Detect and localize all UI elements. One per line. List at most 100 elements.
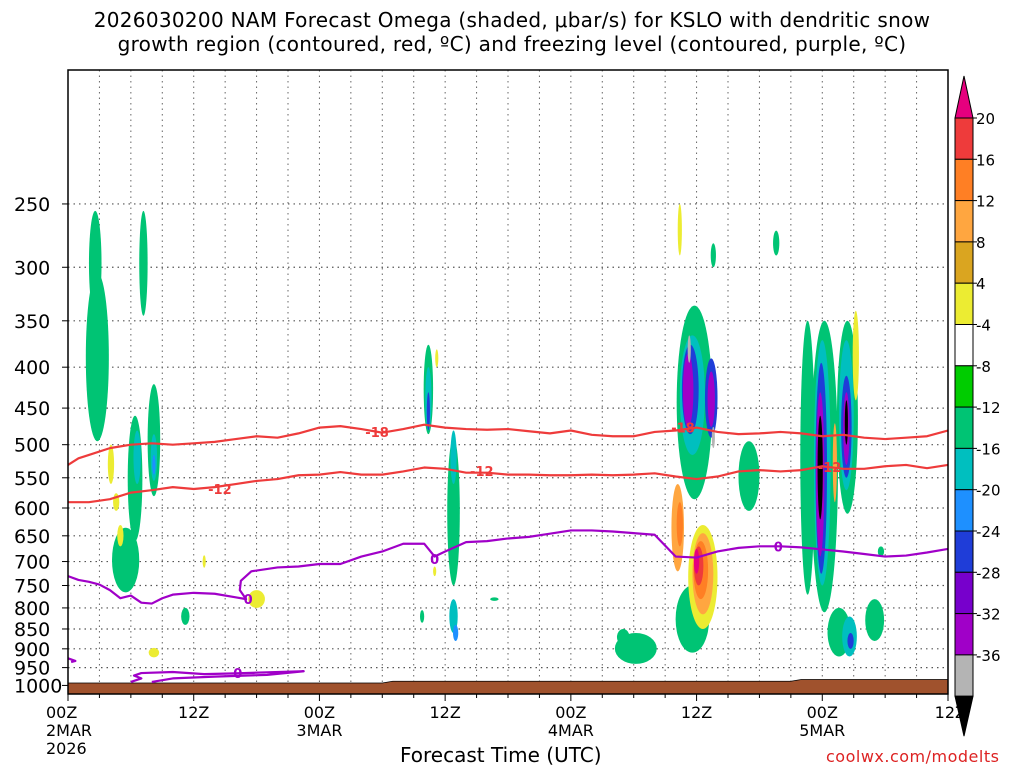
contour-label: 0 [244, 593, 253, 608]
y-tick-label: 800 [14, 598, 50, 620]
colorbar-label: 16 [976, 151, 995, 169]
y-tick-label: 250 [14, 194, 50, 216]
omega-cell [847, 633, 854, 649]
plot-background [68, 70, 948, 694]
colorbar-label: -16 [976, 440, 1001, 458]
colorbar-box [954, 654, 974, 697]
contour-label: -18 [365, 426, 389, 441]
contour-labels: -18 -18 -12 -12 -12 0 0 0 0 [208, 422, 842, 682]
colorbar-label: 12 [976, 193, 995, 211]
colorbar-label: -8 [976, 358, 991, 376]
omega-cell [88, 210, 102, 316]
y-tick-label: 550 [14, 468, 50, 490]
x-tick-label: 00Z [46, 703, 77, 722]
omega-cell [676, 502, 683, 547]
y-tick-label: 400 [14, 357, 50, 379]
colorbar-label: 8 [976, 234, 986, 252]
omega-cell [133, 430, 141, 485]
colorbar-box [954, 158, 974, 202]
omega-cell [616, 628, 630, 645]
omega-cell [800, 320, 815, 595]
contour-fragment-line [68, 657, 77, 664]
colorbar-label: -24 [976, 523, 1001, 541]
contour-label: -18 [671, 422, 695, 437]
colorbar-box [954, 406, 974, 449]
colorbar-label: -36 [976, 647, 1001, 665]
y-axis: 2503003504004505005506006507007508008509… [14, 194, 68, 697]
omega-cell [426, 392, 430, 431]
x-tick-year: 2026 [46, 739, 87, 758]
omega-cell [139, 210, 148, 316]
omega-cell [710, 243, 716, 268]
omega-cell [677, 203, 682, 256]
y-tick-label: 950 [14, 658, 50, 680]
omega-cell [490, 597, 499, 601]
y-tick-label: 600 [14, 498, 50, 520]
x-tick-date: 3MAR [296, 721, 342, 740]
contour--12-line [68, 463, 948, 504]
colorbar-label: 4 [976, 275, 986, 293]
contour-0-line [68, 529, 948, 605]
omega-cell [181, 607, 190, 625]
y-tick-label: 500 [14, 435, 50, 457]
omega-cell [693, 548, 700, 574]
grid [68, 70, 948, 694]
omega-cell [450, 430, 457, 485]
colorbar-box [954, 447, 974, 491]
omega-cell [435, 349, 439, 368]
omega-cell [844, 400, 848, 445]
omega-cell [865, 599, 885, 642]
colorbar-box [954, 530, 974, 573]
credit-link[interactable]: coolwx.com/modelts [826, 747, 1000, 766]
colorbar-box [954, 200, 974, 243]
colorbar-label: -20 [976, 482, 1001, 500]
y-tick-label: 700 [14, 552, 50, 574]
colorbar-top-triangle [954, 75, 974, 119]
colorbar-box [954, 571, 974, 615]
omega-cell [85, 273, 109, 442]
colorbar-label: -4 [976, 317, 991, 335]
x-tick-label: 00Z [304, 703, 335, 722]
colorbar-box [954, 489, 974, 532]
contour-label: 0 [774, 540, 783, 555]
contour-0-line [130, 670, 305, 684]
colorbar-box [954, 117, 974, 160]
colorbar-bottom-triangle [954, 695, 974, 737]
contour-label: -12 [470, 465, 494, 480]
chart-title-line1: 2026030200 NAM Forecast Omega (shaded, μ… [93, 8, 931, 32]
colorbar-box [954, 241, 974, 284]
x-tick-date: 2MAR [46, 721, 92, 740]
colorbar-box [954, 324, 974, 367]
contour-label: 0 [233, 667, 242, 682]
contour-label: 0 [430, 553, 439, 568]
omega-cell [877, 546, 885, 557]
omega-cell [682, 353, 694, 427]
omega-cell [832, 423, 837, 503]
x-tick-date: 5MAR [799, 721, 845, 740]
colorbar-box [954, 613, 974, 656]
chart-title: 2026030200 NAM Forecast Omega (shaded, μ… [0, 8, 1024, 56]
omega-cell [687, 335, 691, 363]
omega-cell [202, 555, 206, 568]
y-tick-label: 450 [14, 398, 50, 420]
y-tick-label: 750 [14, 576, 50, 598]
contours [68, 423, 948, 684]
x-axis-title: Forecast Time (UTC) [400, 743, 602, 767]
y-tick-label: 900 [14, 639, 50, 661]
omega-cell [248, 590, 265, 608]
colorbar-label: -32 [976, 606, 1001, 624]
x-tick-label: 00Z [807, 703, 838, 722]
colorbar-box [954, 282, 974, 326]
omega-cell [449, 599, 458, 634]
colorbar-box [954, 365, 974, 408]
omega-cell [773, 230, 780, 256]
contour--18-line [68, 423, 948, 466]
omega-cell [433, 566, 437, 577]
omega-cell [852, 310, 859, 401]
contour-label: -12 [208, 483, 232, 498]
y-tick-label: 650 [14, 526, 50, 548]
colorbar: 20 16 12 8 4 -4 -8 -12 -16 -20 -24 -28 -32 -36 [954, 75, 1001, 737]
y-tick-label: 1000 [14, 675, 62, 697]
contour-label: -12 [818, 461, 842, 476]
x-tick-label: 12Z [681, 703, 712, 722]
